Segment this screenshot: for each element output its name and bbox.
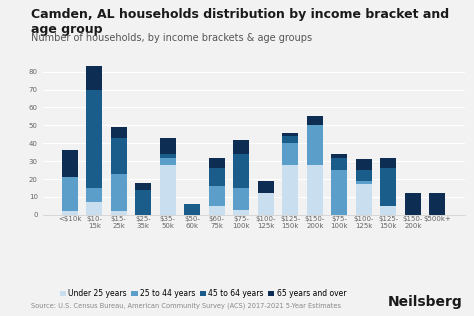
Bar (111, 174, 127, 211)
Text: Source: U.S. Census Bureau, American Community Survey (ACS) 2017-2021 5-Year Est: Source: U.S. Census Bureau, American Com… (31, 302, 341, 309)
Bar (209, 186, 225, 206)
Bar (283, 136, 298, 143)
Bar (283, 132, 298, 136)
Bar (62, 150, 78, 177)
Bar (86, 89, 102, 188)
Bar (160, 165, 176, 215)
Bar (86, 66, 102, 89)
Bar (331, 154, 347, 158)
Legend: Under 25 years, 25 to 44 years, 45 to 64 years, 65 years and over: Under 25 years, 25 to 44 years, 45 to 64… (57, 286, 349, 301)
Bar (307, 125, 323, 165)
Bar (209, 168, 225, 186)
Bar (160, 158, 176, 165)
Text: Number of households, by income brackets & age groups: Number of households, by income brackets… (31, 33, 312, 43)
Bar (209, 206, 225, 215)
Bar (233, 210, 249, 215)
Bar (86, 188, 102, 202)
Bar (307, 116, 323, 125)
Bar (258, 181, 274, 193)
Bar (381, 206, 396, 215)
Bar (331, 170, 347, 215)
Bar (136, 190, 151, 215)
Bar (258, 193, 274, 215)
Bar (184, 204, 201, 215)
Bar (381, 168, 396, 206)
Bar (356, 170, 372, 181)
Bar (111, 211, 127, 215)
Bar (62, 211, 78, 215)
Bar (160, 154, 176, 158)
Bar (307, 165, 323, 215)
Bar (283, 165, 298, 215)
Bar (86, 202, 102, 215)
Bar (381, 158, 396, 168)
Bar (233, 154, 249, 188)
Bar (111, 127, 127, 138)
Bar (331, 158, 347, 170)
Bar (356, 159, 372, 170)
Bar (283, 143, 298, 165)
Bar (233, 188, 249, 210)
Bar (405, 193, 421, 215)
Bar (429, 193, 446, 215)
Bar (136, 183, 151, 190)
Bar (209, 158, 225, 168)
Bar (111, 138, 127, 174)
Bar (233, 140, 249, 154)
Bar (356, 181, 372, 185)
Bar (356, 185, 372, 215)
Bar (62, 177, 78, 211)
Text: Camden, AL households distribution by income bracket and age group: Camden, AL households distribution by in… (31, 8, 449, 36)
Text: Neilsberg: Neilsberg (387, 295, 462, 309)
Bar (160, 138, 176, 154)
